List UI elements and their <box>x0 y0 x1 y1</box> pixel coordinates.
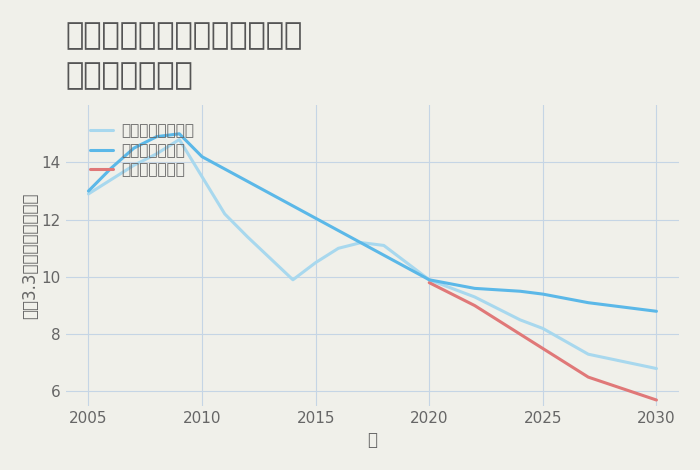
グッドシナリオ <box>470 286 479 291</box>
ノーマルシナリオ <box>244 234 252 240</box>
ノーマルシナリオ <box>584 352 592 357</box>
グッドシナリオ <box>425 277 433 282</box>
グッドシナリオ <box>516 289 524 294</box>
バッドシナリオ <box>538 345 547 351</box>
ノーマルシナリオ <box>153 151 161 157</box>
グッドシナリオ <box>584 300 592 306</box>
ノーマルシナリオ <box>652 366 661 371</box>
ノーマルシナリオ <box>220 211 229 217</box>
グッドシナリオ <box>198 154 206 159</box>
ノーマルシナリオ <box>402 260 411 266</box>
ノーマルシナリオ <box>107 177 116 182</box>
ノーマルシナリオ <box>538 326 547 331</box>
Line: バッドシナリオ: バッドシナリオ <box>429 282 657 400</box>
Legend: ノーマルシナリオ, グッドシナリオ, バッドシナリオ: ノーマルシナリオ, グッドシナリオ, バッドシナリオ <box>85 119 198 182</box>
グッドシナリオ <box>153 134 161 140</box>
ノーマルシナリオ <box>334 245 342 251</box>
グッドシナリオ <box>538 291 547 297</box>
Line: グッドシナリオ: グッドシナリオ <box>88 134 657 311</box>
バッドシナリオ <box>425 280 433 285</box>
バッドシナリオ <box>584 374 592 380</box>
Line: ノーマルシナリオ: ノーマルシナリオ <box>88 140 657 368</box>
ノーマルシナリオ <box>470 294 479 300</box>
Y-axis label: 坪（3.3㎡）単価（万円）: 坪（3.3㎡）単価（万円） <box>21 192 38 319</box>
ノーマルシナリオ <box>175 137 183 142</box>
ノーマルシナリオ <box>130 163 138 168</box>
バッドシナリオ <box>470 303 479 308</box>
Text: 岐阜県下呂市萩原町大ヶ洞の
土地の価格推移: 岐阜県下呂市萩原町大ヶ洞の 土地の価格推移 <box>66 21 303 90</box>
グッドシナリオ <box>84 188 92 194</box>
ノーマルシナリオ <box>425 277 433 282</box>
グッドシナリオ <box>175 131 183 137</box>
ノーマルシナリオ <box>84 191 92 197</box>
バッドシナリオ <box>516 331 524 337</box>
ノーマルシナリオ <box>312 260 320 266</box>
グッドシナリオ <box>130 145 138 151</box>
ノーマルシナリオ <box>288 277 297 282</box>
グッドシナリオ <box>107 165 116 171</box>
ノーマルシナリオ <box>198 174 206 180</box>
ノーマルシナリオ <box>379 243 388 248</box>
X-axis label: 年: 年 <box>368 431 377 449</box>
バッドシナリオ <box>652 397 661 403</box>
ノーマルシナリオ <box>516 317 524 323</box>
グッドシナリオ <box>652 308 661 314</box>
ノーマルシナリオ <box>357 240 365 245</box>
